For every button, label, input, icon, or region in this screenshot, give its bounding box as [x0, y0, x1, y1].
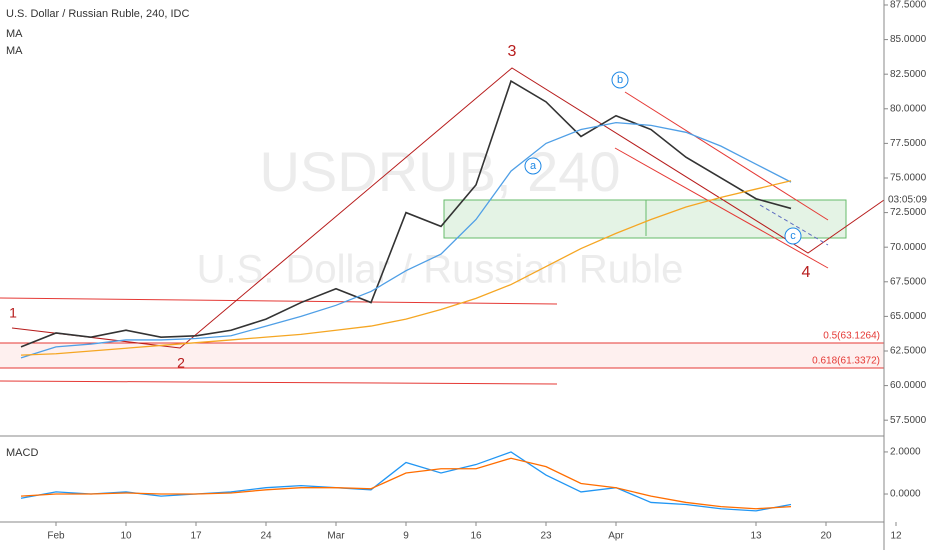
dashed-line: [759, 204, 829, 246]
trend-line: [0, 297, 558, 305]
channel-line: [614, 147, 829, 269]
trend-line: [0, 380, 558, 385]
y-tick-label: 62.5000: [890, 346, 927, 357]
x-tick-label: 9: [403, 531, 409, 542]
y-tick-label: 70.0000: [890, 242, 927, 253]
wave-label: 3: [508, 43, 517, 60]
y-tick-label: 0.0000: [890, 489, 921, 500]
wave-label: c: [790, 230, 796, 242]
x-tick-label: 17: [190, 531, 202, 542]
y-tick-label: 87.5000: [890, 0, 927, 11]
fib-label: 0.618(61.3372): [812, 356, 880, 367]
y-tick-label: 72.5000: [890, 207, 927, 218]
series-line: [20, 457, 792, 510]
series-line: [20, 121, 792, 359]
legend-entry: MA: [6, 45, 23, 57]
y-tick-label: 75.0000: [890, 173, 927, 184]
fib-label: 0.5(63.1264): [823, 331, 880, 342]
series-line: [20, 180, 792, 356]
y-tick-label: 85.0000: [890, 34, 927, 45]
countdown-box: [885, 192, 932, 207]
fib-zone: [0, 343, 884, 368]
x-tick-label: 23: [540, 531, 552, 542]
wave-circle: [611, 71, 629, 89]
x-tick-label: 16: [470, 531, 482, 542]
x-tick-label: 10: [120, 531, 132, 542]
y-tick-label: 60.0000: [890, 380, 927, 391]
x-tick-label: Feb: [47, 531, 65, 542]
y-tick-label: 80.0000: [890, 103, 927, 114]
y-tick-label: 65.0000: [890, 311, 927, 322]
wave-line: [11, 67, 885, 349]
x-tick-label: 20: [820, 531, 832, 542]
pane-title: MACD: [6, 447, 38, 459]
x-tick-label: 13: [750, 531, 762, 542]
x-tick-label: Apr: [608, 531, 624, 542]
wave-label: 4: [802, 264, 811, 281]
x-tick-label: 12: [890, 531, 902, 542]
y-tick-label: 82.5000: [890, 69, 927, 80]
y-tick-label: 2.0000: [890, 447, 921, 458]
x-tick-label: 24: [260, 531, 272, 542]
wave-circle: [784, 227, 802, 245]
x-tick-label: Mar: [327, 531, 345, 542]
target-box: [443, 199, 847, 239]
series-line: [20, 451, 792, 512]
y-tick-label: 57.5000: [890, 415, 927, 426]
wave-label: 2: [177, 355, 185, 371]
wave-label: b: [617, 74, 623, 86]
series-line: [20, 79, 792, 348]
y-tick-label: 77.5000: [890, 138, 927, 149]
chart-title: U.S. Dollar / Russian Ruble, 240, IDC: [6, 8, 189, 20]
wave-label: 1: [9, 305, 17, 321]
legend-entry: MA: [6, 28, 23, 40]
channel-line: [624, 91, 829, 221]
countdown: 03:05:09: [888, 195, 927, 206]
wave-label: a: [530, 160, 537, 172]
y-tick-label: 67.5000: [890, 276, 927, 287]
wave-circle: [524, 157, 542, 175]
watermark: USDRUB, 240: [259, 140, 620, 203]
